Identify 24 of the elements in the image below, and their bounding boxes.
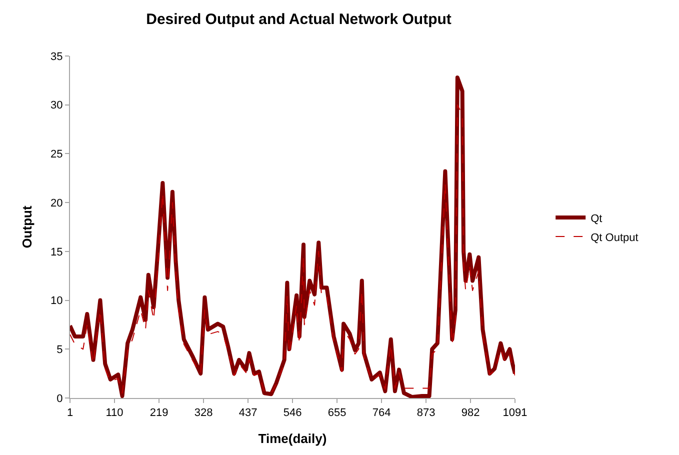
legend-label: Qt (590, 212, 602, 225)
y-axis-title: Output (20, 205, 34, 248)
x-tick-label: 1 (66, 407, 74, 420)
x-tick-label: 110 (106, 407, 124, 420)
x-tick-label: 1091 (502, 407, 528, 420)
y-tick-label: 0 (56, 392, 63, 405)
x-tick-label: 655 (328, 407, 346, 420)
x-tick-label: 982 (461, 407, 480, 420)
x-tick-label: 328 (194, 407, 213, 420)
x-tick-label: 437 (238, 407, 258, 420)
chart-title: Desired Output and Actual Network Output (146, 11, 452, 28)
y-tick-label: 35 (50, 50, 63, 63)
x-tick-label: 546 (283, 407, 302, 420)
y-tick-label: 15 (50, 246, 63, 258)
x-tick-label: 764 (372, 407, 391, 420)
x-tick-label: 873 (416, 407, 436, 420)
y-tick-label: 25 (50, 148, 63, 161)
y-tick-label: 10 (50, 295, 63, 308)
y-tick-label: 30 (50, 100, 63, 112)
legend-label: Qt Output (590, 232, 638, 244)
y-tick-label: 20 (50, 197, 63, 210)
y-tick-label: 5 (56, 344, 63, 356)
x-tick-label: 219 (150, 407, 168, 420)
x-axis-title: Time(daily) (258, 430, 327, 446)
